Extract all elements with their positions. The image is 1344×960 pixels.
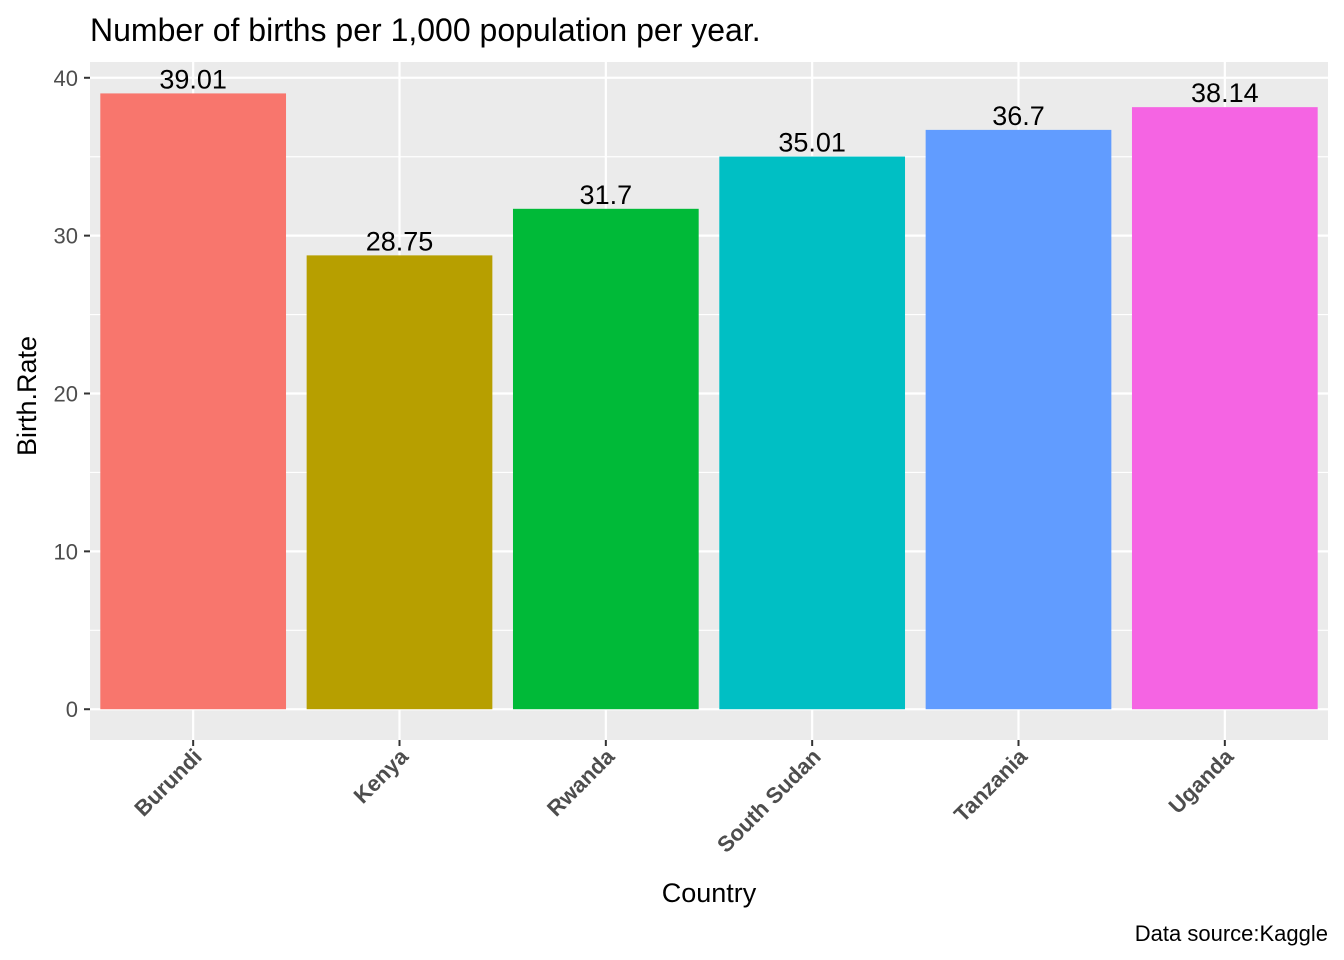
data-label: 39.01 xyxy=(159,64,227,94)
bar-rwanda xyxy=(512,208,699,710)
x-tick-label: Burundi xyxy=(129,744,206,821)
chart-title: Number of births per 1,000 population pe… xyxy=(90,12,761,48)
y-tick-label: 30 xyxy=(54,224,78,249)
data-label: 38.14 xyxy=(1191,78,1259,108)
bar-south-sudan xyxy=(719,156,906,710)
y-axis-label: Birth.Rate xyxy=(12,336,42,456)
bar-kenya xyxy=(306,255,493,710)
plot-panel xyxy=(90,62,1328,740)
x-tick-label: Rwanda xyxy=(542,743,620,821)
x-tick-label: Kenya xyxy=(349,743,414,808)
bar-uganda xyxy=(1131,107,1318,710)
caption: Data source:Kaggle xyxy=(1135,921,1328,946)
y-tick-label: 40 xyxy=(54,66,78,91)
y-tick-label: 10 xyxy=(54,539,78,564)
x-tick-label: Tanzania xyxy=(949,743,1033,827)
data-label: 35.01 xyxy=(778,128,846,158)
x-tick-label: Uganda xyxy=(1164,743,1239,818)
data-label: 36.7 xyxy=(992,101,1045,131)
bar-burundi xyxy=(100,93,287,710)
data-label: 31.7 xyxy=(580,180,633,210)
x-tick-label: South Sudan xyxy=(712,744,826,858)
data-label: 28.75 xyxy=(366,226,434,256)
y-tick-label: 20 xyxy=(54,382,78,407)
bar-tanzania xyxy=(925,129,1112,710)
x-axis-label: Country xyxy=(662,878,757,908)
y-tick-label: 0 xyxy=(66,697,78,722)
